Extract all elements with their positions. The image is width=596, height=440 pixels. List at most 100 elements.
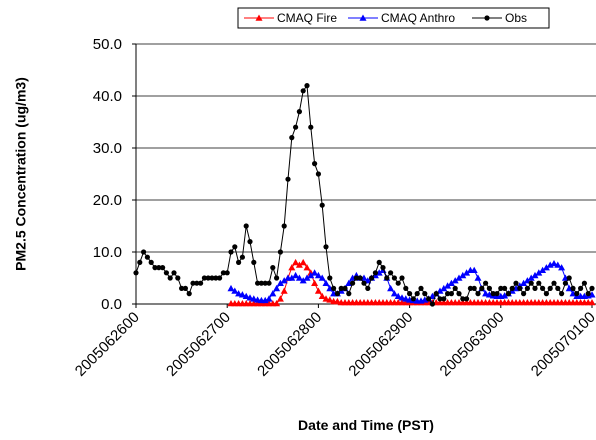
data-point bbox=[288, 274, 296, 281]
data-point bbox=[182, 285, 188, 291]
y-tick-label: 30.0 bbox=[93, 140, 122, 157]
data-point bbox=[440, 284, 448, 292]
data-point bbox=[369, 275, 375, 281]
y-tick-label: 20.0 bbox=[93, 192, 122, 209]
data-point bbox=[280, 287, 288, 294]
data-point bbox=[550, 259, 558, 267]
data-point bbox=[460, 296, 466, 302]
data-point bbox=[570, 285, 576, 291]
data-point bbox=[333, 297, 341, 305]
data-point bbox=[236, 259, 242, 265]
data-point bbox=[152, 265, 158, 271]
data-point bbox=[353, 275, 359, 281]
data-point bbox=[311, 279, 319, 286]
data-point bbox=[281, 223, 287, 229]
data-point bbox=[445, 291, 451, 297]
data-point bbox=[502, 285, 508, 291]
x-tick-label: 2005062800 bbox=[254, 309, 325, 380]
data-point bbox=[322, 295, 330, 302]
data-point bbox=[314, 271, 322, 279]
data-point bbox=[232, 244, 238, 250]
data-point bbox=[319, 202, 325, 208]
data-point bbox=[380, 265, 386, 271]
data-point bbox=[209, 275, 215, 281]
data-point bbox=[467, 285, 473, 291]
data-point bbox=[276, 295, 284, 302]
data-point bbox=[501, 292, 509, 299]
data-point bbox=[437, 296, 443, 302]
data-point bbox=[326, 296, 334, 303]
data-point bbox=[547, 285, 553, 291]
data-point bbox=[167, 275, 173, 281]
data-point bbox=[509, 285, 515, 291]
data-point bbox=[422, 291, 428, 297]
data-point bbox=[426, 296, 432, 302]
data-point bbox=[532, 285, 538, 291]
data-point bbox=[350, 280, 356, 286]
data-point bbox=[160, 265, 166, 271]
data-point bbox=[148, 259, 154, 265]
data-point bbox=[292, 271, 300, 279]
data-point bbox=[280, 277, 288, 284]
data-point bbox=[384, 275, 390, 281]
data-point bbox=[273, 284, 281, 292]
data-point bbox=[388, 270, 394, 276]
x-tick-label: 2005070100 bbox=[528, 309, 596, 380]
data-point bbox=[300, 88, 306, 94]
data-point bbox=[289, 135, 295, 141]
data-point bbox=[258, 280, 264, 286]
data-point bbox=[346, 291, 352, 297]
data-point bbox=[429, 301, 435, 307]
data-point bbox=[494, 291, 500, 297]
data-point bbox=[198, 280, 204, 286]
data-point bbox=[448, 291, 454, 297]
data-point bbox=[144, 254, 150, 260]
data-point bbox=[456, 291, 462, 297]
data-point bbox=[551, 280, 557, 286]
data-point bbox=[403, 285, 409, 291]
data-point bbox=[475, 291, 481, 297]
data-point bbox=[418, 285, 424, 291]
data-point bbox=[441, 296, 447, 302]
x-tick-label: 2005063000 bbox=[437, 309, 508, 380]
x-tick-label: 2005062900 bbox=[345, 309, 416, 380]
data-point bbox=[376, 259, 382, 265]
data-point bbox=[235, 290, 243, 297]
data-point bbox=[483, 280, 489, 286]
data-point bbox=[304, 83, 310, 89]
data-point bbox=[342, 285, 348, 291]
data-point bbox=[528, 280, 534, 286]
data-point bbox=[452, 285, 458, 291]
data-point bbox=[242, 292, 250, 299]
data-point bbox=[156, 265, 162, 271]
data-point bbox=[255, 280, 261, 286]
data-point bbox=[558, 264, 566, 271]
data-point bbox=[559, 291, 565, 297]
data-point bbox=[224, 270, 230, 276]
data-point bbox=[246, 294, 254, 301]
y-tick-label: 40.0 bbox=[93, 88, 122, 105]
data-point bbox=[554, 261, 562, 268]
data-point bbox=[536, 280, 542, 286]
legend-box bbox=[237, 7, 550, 29]
data-point bbox=[459, 271, 467, 279]
data-point bbox=[581, 280, 588, 286]
y-tick-label: 10.0 bbox=[93, 244, 122, 261]
data-point bbox=[521, 291, 527, 297]
data-point bbox=[205, 275, 211, 281]
data-point bbox=[479, 285, 485, 291]
data-point bbox=[372, 270, 378, 276]
data-point bbox=[179, 285, 185, 291]
data-point bbox=[540, 285, 546, 291]
data-point bbox=[265, 295, 273, 302]
data-point bbox=[262, 280, 268, 286]
y-axis-title: PM2.5 Concentration (ug/m3) bbox=[13, 77, 29, 271]
data-point bbox=[498, 285, 504, 291]
data-point bbox=[231, 287, 239, 294]
data-point bbox=[312, 161, 318, 167]
data-point bbox=[213, 275, 219, 281]
data-point bbox=[308, 124, 314, 130]
data-point bbox=[299, 258, 307, 266]
